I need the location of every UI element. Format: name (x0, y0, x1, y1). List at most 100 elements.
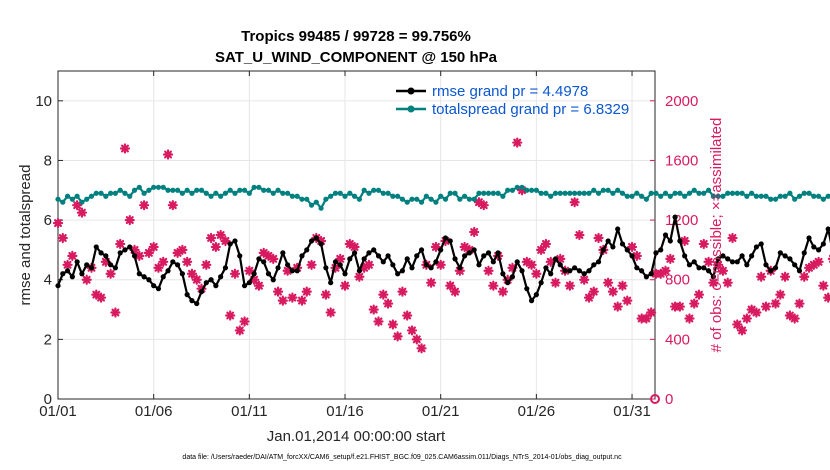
rmse-point (371, 247, 377, 253)
rmse-point (591, 262, 597, 268)
rmse-point (184, 292, 190, 298)
obs-count-marker (775, 289, 786, 300)
obs-count-marker (91, 289, 102, 300)
obs-count-marker (545, 256, 556, 267)
y-tick-label: 8 (44, 152, 52, 169)
obs-count-marker (167, 200, 178, 211)
rmse-point (251, 271, 257, 277)
rmse-point (304, 247, 310, 253)
obs-count-marker (277, 295, 288, 306)
rmse-point (227, 241, 233, 247)
obs-count-marker (182, 256, 193, 267)
obs-count-marker (603, 277, 614, 288)
obs-count-marker (296, 295, 308, 306)
rmse-point (619, 241, 626, 247)
obs-count-marker (76, 207, 88, 218)
totalspread-point (715, 193, 721, 199)
totalspread-point (768, 196, 774, 202)
totalspread-point (686, 190, 693, 196)
totalspread-point (55, 196, 61, 202)
obs-count-marker (382, 298, 394, 309)
rmse-point (179, 271, 185, 277)
totalspread-point (289, 193, 295, 199)
obs-count-marker (359, 262, 370, 273)
rmse-point (289, 268, 295, 274)
obs-count-marker (129, 244, 140, 256)
totalspread-point (471, 196, 477, 202)
rmse-point (557, 262, 563, 268)
obs-count-marker (698, 238, 709, 250)
obs-count-marker (234, 325, 245, 336)
totalspread-point (184, 187, 190, 193)
obs-count-marker (105, 268, 116, 279)
obs-count-marker (124, 214, 135, 226)
obs-count-marker (454, 265, 465, 276)
totalspread-point (648, 190, 654, 196)
obs-count-marker (612, 301, 623, 312)
totalspread-point (682, 193, 688, 199)
rmse-point (500, 271, 506, 277)
totalspread-point (308, 202, 315, 208)
plot-area-frame (57, 70, 656, 400)
rmse-point (390, 262, 396, 268)
rmse-point (112, 265, 119, 271)
obs-count-marker (229, 268, 241, 279)
obs-count-marker (426, 277, 437, 288)
totalspread-point (749, 190, 755, 196)
totalspread-point (88, 193, 95, 199)
totalspread-point (806, 190, 812, 196)
rmse-point (294, 268, 300, 274)
obs-count-marker (282, 265, 293, 276)
obs-count-marker (210, 241, 221, 253)
rmse-point (519, 268, 525, 274)
totalspread-point (447, 190, 453, 196)
obs-count-marker (272, 286, 284, 297)
obs-count-marker (593, 232, 604, 244)
totalspread-point (739, 190, 745, 196)
totalspread-point (275, 187, 281, 193)
obs-count-marker (531, 268, 542, 279)
obs-count-marker (808, 259, 819, 270)
totalspread-point (375, 187, 382, 193)
rmse-point (74, 259, 80, 265)
totalspread-point (572, 190, 578, 196)
obs-count-marker (464, 244, 475, 256)
rmse-point (639, 268, 645, 274)
rmse-point (323, 265, 329, 271)
y-right-tick-label: 800 (665, 272, 690, 289)
totalspread-point (69, 196, 75, 202)
rmse-point (801, 250, 807, 256)
rmse-point (662, 232, 669, 238)
rmse-point (753, 244, 760, 250)
rmse-point (55, 283, 61, 289)
totalspread-point (170, 187, 176, 193)
rmse-point (452, 256, 458, 262)
obs-count-marker (402, 310, 413, 321)
rmse-point (514, 259, 520, 265)
totalspread-point (251, 184, 257, 190)
rmse-point (117, 250, 123, 256)
rmse-point (600, 247, 606, 253)
totalspread-point (323, 196, 329, 202)
chart-title-line-1: Tropics 99485 / 99728 = 99.756% (241, 28, 471, 45)
obs-count-marker (67, 250, 78, 261)
rmse-point (64, 268, 71, 274)
rmse-point (725, 256, 731, 262)
x-tick-label: 01/21 (422, 403, 460, 420)
totalspread-point (146, 187, 152, 193)
rmse-point (820, 241, 826, 247)
rmse-point (380, 259, 386, 265)
totalspread-point (390, 193, 396, 199)
obs-count-marker (81, 274, 92, 285)
totalspread-point (93, 190, 99, 196)
obs-count-marker (803, 262, 815, 273)
obs-count-marker (521, 256, 532, 267)
totalspread-point (342, 193, 348, 199)
totalspread-point (122, 190, 128, 196)
obs-count-marker (641, 313, 652, 324)
rmse-point (414, 253, 420, 259)
totalspread-point (615, 187, 621, 193)
totalspread-point (696, 190, 702, 196)
obs-count-marker (449, 286, 461, 297)
obs-count-marker (665, 253, 676, 264)
